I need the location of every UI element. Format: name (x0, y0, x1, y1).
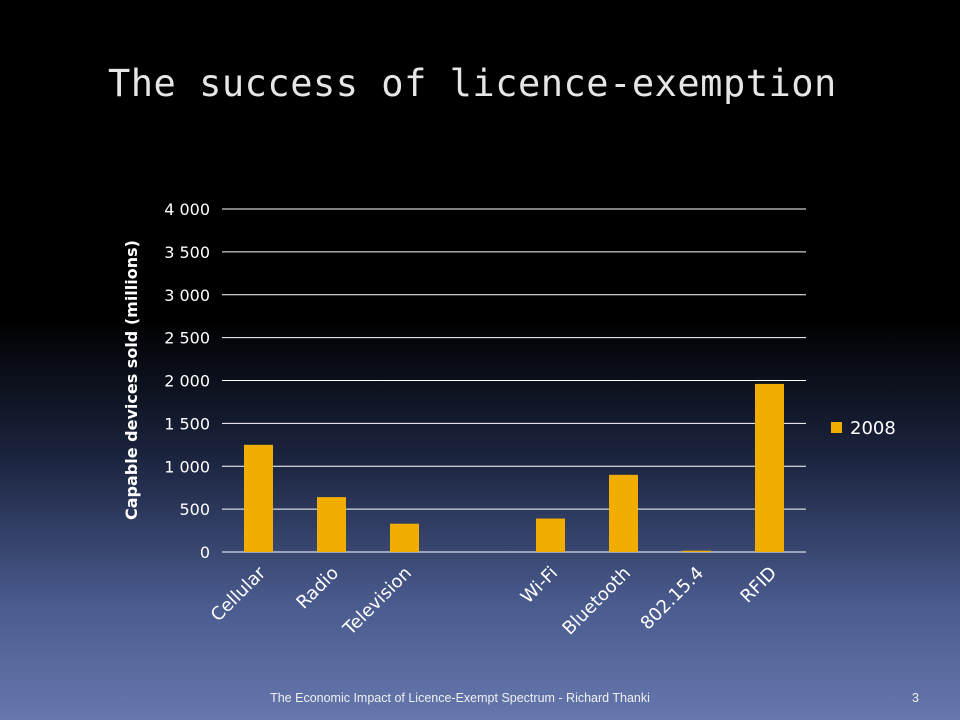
bar-bluetooth (609, 474, 638, 552)
y-tick-label: 1 000 (164, 457, 210, 476)
x-tick-label: 802.15.4 (637, 563, 709, 635)
y-tick-label: 1 500 (164, 414, 210, 433)
bars (244, 383, 784, 552)
y-tick-label: 2 000 (164, 372, 210, 391)
bar-wi-fi (536, 518, 565, 552)
y-tick-label: 0 (200, 543, 210, 562)
y-tick-label: 500 (179, 500, 210, 519)
legend-label-2008: 2008 (850, 418, 896, 439)
x-tick-label: Cellular (207, 562, 271, 626)
y-tick-label: 3 500 (164, 243, 210, 262)
y-tick-labels: 0 500 1 000 1 500 2 000 2 500 3 000 3 500 4 000 (164, 200, 210, 562)
y-tick-label: 4 000 (164, 200, 210, 219)
y-tick-label: 3 000 (164, 286, 210, 305)
bar-television (390, 523, 419, 552)
footer-text: The Economic Impact of Licence-Exempt Sp… (270, 691, 650, 705)
legend: 2008 (831, 418, 896, 439)
slide-title: The success of licence-exemption (108, 62, 837, 105)
x-tick-label: Wi-Fi (517, 563, 562, 608)
y-axis-label: Capable devices sold (millions) (122, 240, 141, 520)
x-tick-label: Television (339, 563, 416, 640)
x-tick-label: Bluetooth (558, 563, 635, 640)
bar-rfid (755, 383, 784, 552)
y-tick-label: 2 500 (164, 329, 210, 348)
legend-swatch (831, 422, 842, 433)
bar-radio (317, 497, 346, 552)
x-tick-label: Radio (292, 563, 343, 614)
page-number: 3 (912, 691, 919, 705)
x-tick-label: RFID (736, 563, 781, 608)
bar-cellular (244, 444, 273, 552)
bar-802-15-4 (682, 550, 711, 552)
gridlines (222, 208, 806, 553)
